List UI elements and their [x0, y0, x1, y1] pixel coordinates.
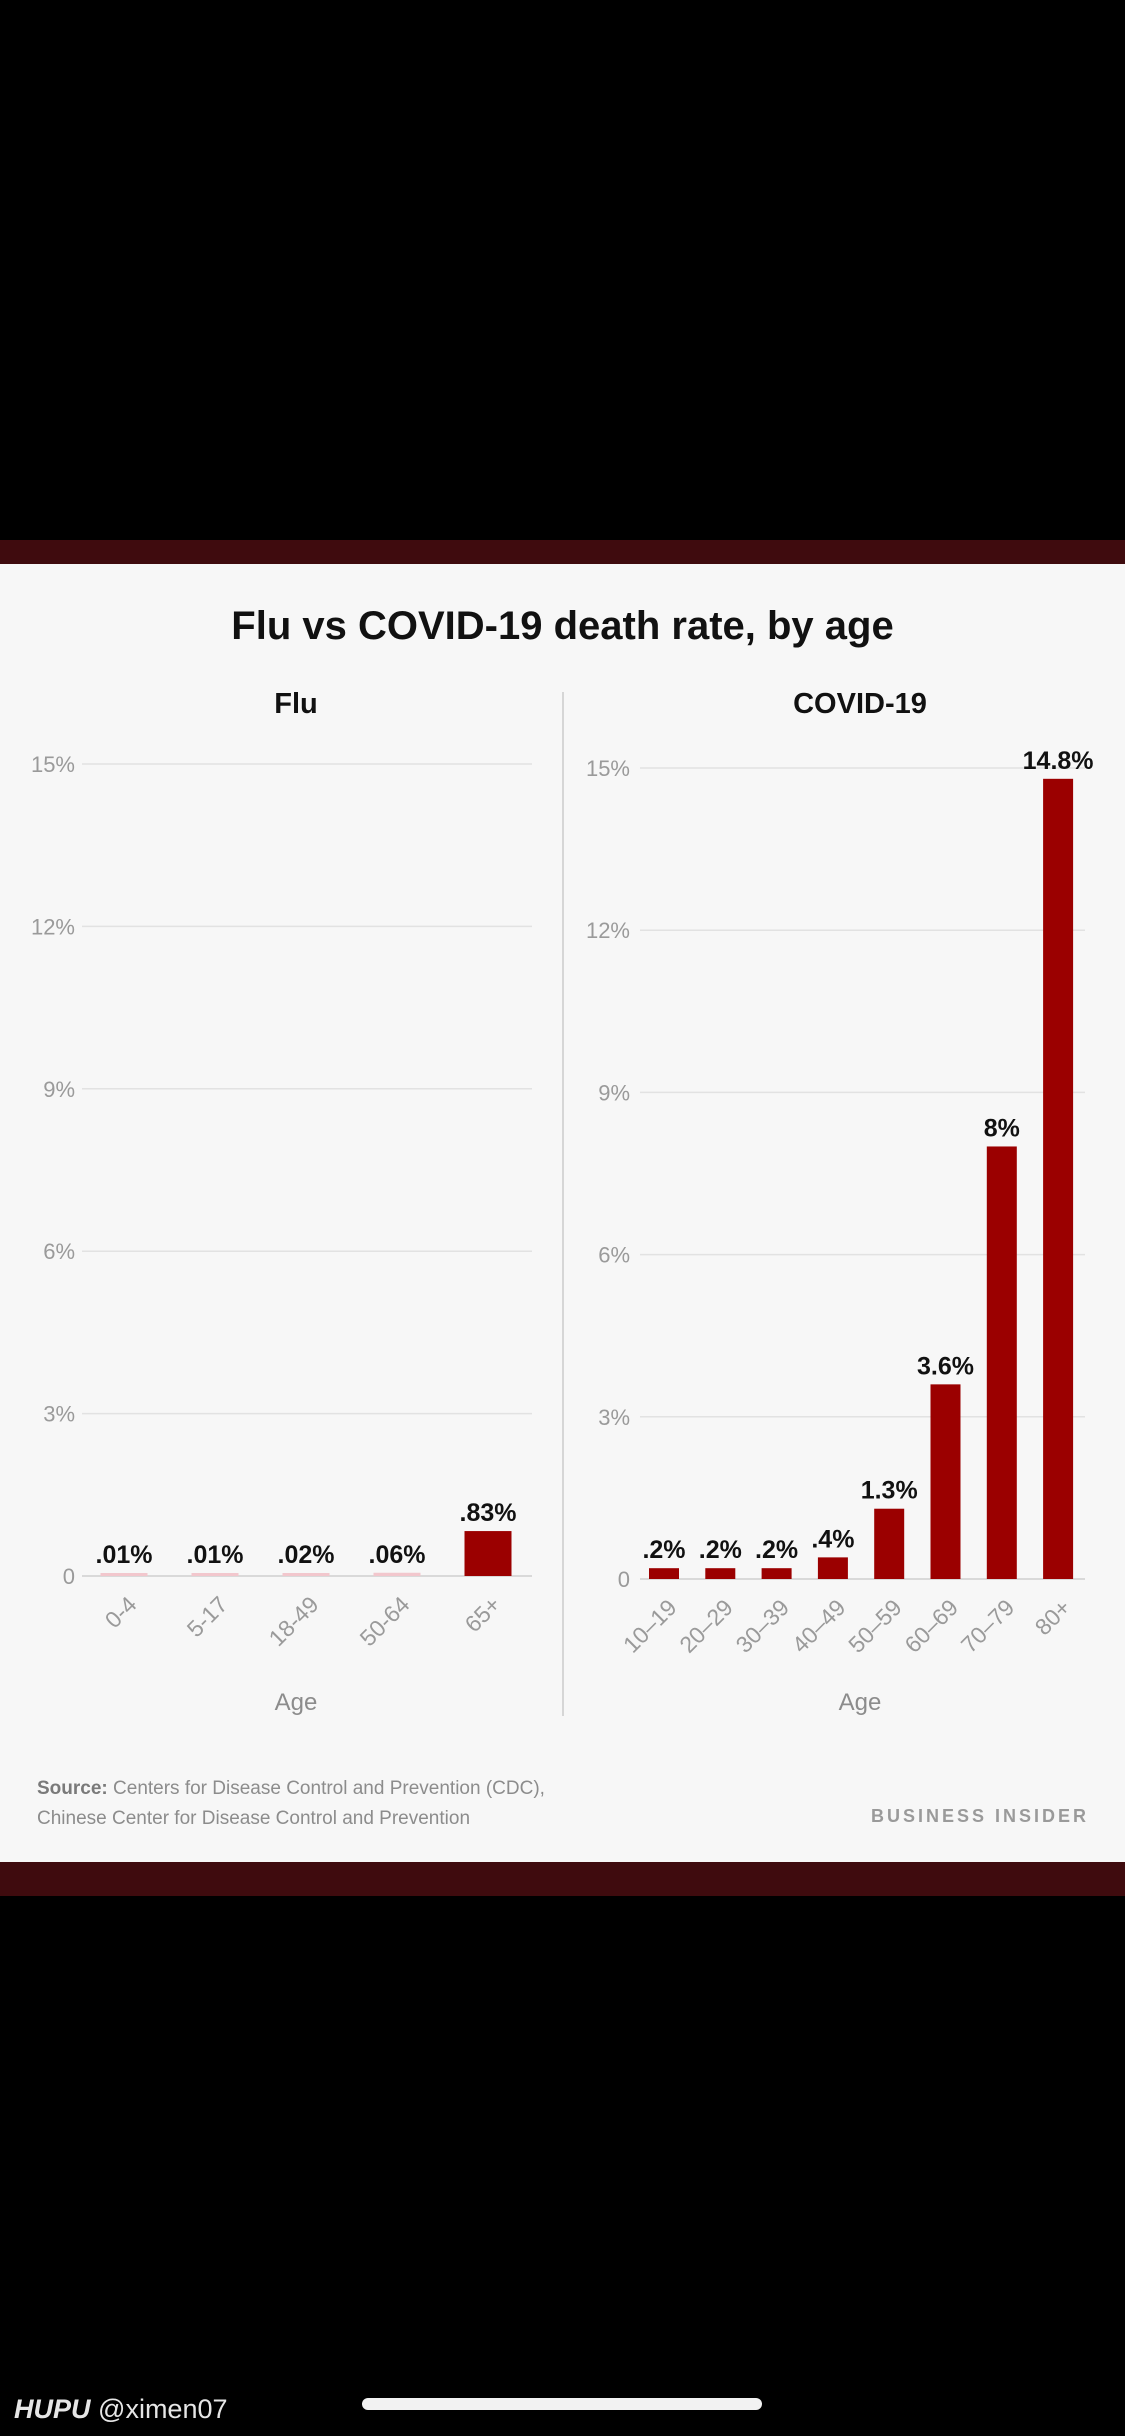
- flu-value-label: .01%: [187, 1541, 244, 1569]
- flu-category-label: 18-49: [264, 1591, 324, 1651]
- flu-value-label: .02%: [278, 1541, 335, 1569]
- covid-ytick-label: 15%: [586, 756, 630, 781]
- covid-bar: [986, 1146, 1017, 1579]
- charts-svg: Flu 0 3% 6% 9% 12% 15% .01% 0-4 .01% 5-17 .02% 18-49…: [31, 688, 1094, 1716]
- top-band: [0, 540, 1125, 564]
- covid-ytick-label: 12%: [586, 918, 630, 943]
- covid-bar: [761, 1568, 792, 1579]
- covid-category-label: 10–19: [618, 1594, 682, 1658]
- source-label: Source:: [37, 1778, 108, 1799]
- covid-value-label: 8%: [984, 1114, 1020, 1142]
- flu-bar: [282, 1573, 330, 1576]
- brand-logo-text: BUSINESS INSIDER: [870, 1806, 1089, 1826]
- flu-category-label: 50-64: [355, 1591, 415, 1651]
- covid-bar: [930, 1384, 961, 1579]
- watermark-brand: HUPU: [14, 2394, 91, 2424]
- covid-value-label: .2%: [642, 1536, 685, 1564]
- covid-xaxis-title: Age: [839, 1689, 882, 1716]
- covid-panel-title: COVID-19: [793, 688, 927, 720]
- covid-category-label: 50–59: [843, 1594, 907, 1658]
- covid-category-label: 30–39: [731, 1594, 795, 1658]
- covid-ytick-label: 0: [618, 1567, 630, 1592]
- watermark-user: @ximen07: [98, 2394, 228, 2424]
- covid-bar: [817, 1557, 848, 1579]
- covid-category-label: 60–69: [899, 1594, 963, 1658]
- flu-category-label: 0-4: [100, 1591, 142, 1633]
- covid-ytick-label: 9%: [598, 1080, 630, 1105]
- bottom-band: [0, 1862, 1125, 1896]
- flu-xaxis-title: Age: [275, 1689, 318, 1716]
- chart-card: Flu vs COVID-19 death rate, by age Flu 0 3…: [0, 564, 1125, 1862]
- flu-panel-title: Flu: [274, 688, 318, 720]
- flu-bar: [464, 1531, 512, 1576]
- flu-bar: [100, 1573, 148, 1576]
- home-indicator[interactable]: [362, 2398, 762, 2410]
- covid-value-label: .2%: [755, 1536, 798, 1564]
- flu-category-label: 65+: [460, 1591, 506, 1637]
- flu-ytick-label: 12%: [31, 914, 75, 939]
- flu-value-label: .83%: [460, 1499, 517, 1527]
- flu-ytick-label: 15%: [31, 752, 75, 777]
- covid-ytick-label: 3%: [598, 1405, 630, 1430]
- covid-category-label: 40–49: [787, 1594, 851, 1658]
- covid-value-label: .4%: [811, 1525, 854, 1553]
- chart-title: Flu vs COVID-19 death rate, by age: [231, 604, 894, 648]
- source-note: Source: Centers for Disease Control and …: [37, 1774, 545, 1834]
- covid-value-label: 3.6%: [917, 1352, 974, 1380]
- flu-ytick-label: 0: [63, 1564, 75, 1589]
- watermark: HUPU @ximen07: [14, 2394, 228, 2425]
- flu-category-label: 5-17: [182, 1591, 233, 1642]
- flu-panel: Flu 0 3% 6% 9% 12% 15% .01% 0-4 .01% 5-17 .02% 18-49…: [31, 688, 532, 1716]
- source-line1: Centers for Disease Control and Preventi…: [113, 1778, 545, 1799]
- flu-ytick-label: 6%: [43, 1239, 75, 1264]
- covid-ytick-label: 6%: [598, 1243, 630, 1268]
- covid-category-label: 20–29: [674, 1594, 738, 1658]
- flu-value-label: .06%: [369, 1541, 426, 1569]
- covid-value-label: 1.3%: [861, 1477, 918, 1505]
- flu-value-label: .01%: [96, 1541, 153, 1569]
- covid-bar: [705, 1568, 736, 1579]
- flu-ytick-label: 9%: [43, 1077, 75, 1102]
- covid-category-label: 80+: [1030, 1594, 1076, 1640]
- source-line2: Chinese Center for Disease Control and P…: [37, 1808, 471, 1829]
- covid-value-label: 14.8%: [1023, 747, 1094, 775]
- covid-panel: COVID-19 0 3% 6% 9% 12% 15% .2% 10–19 .2% 20–29 .2%…: [586, 688, 1094, 1716]
- covid-bar: [649, 1568, 679, 1579]
- flu-bar: [191, 1573, 239, 1576]
- flu-ytick-label: 3%: [43, 1402, 75, 1427]
- covid-bar: [1043, 778, 1074, 1579]
- covid-value-label: .2%: [699, 1536, 742, 1564]
- flu-bar: [373, 1572, 421, 1576]
- covid-category-label: 70–79: [956, 1594, 1020, 1658]
- covid-bar: [874, 1508, 905, 1579]
